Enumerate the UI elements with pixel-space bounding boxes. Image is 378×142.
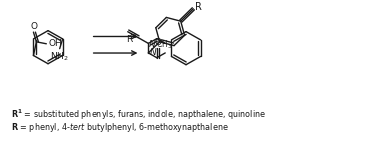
Text: $\mathbf{R^1}$ = substituted phenyls, furans, indole, napthalene, quinoline: $\mathbf{R^1}$ = substituted phenyls, fu… [11, 107, 266, 122]
Text: OH: OH [48, 39, 62, 48]
Text: O: O [31, 22, 38, 31]
Text: NH$_2$: NH$_2$ [50, 51, 69, 63]
Text: $\mathbf{R}$ = phenyl, 4-$\mathit{tert}$ butylphenyl, 6-methoxynapthalene: $\mathbf{R}$ = phenyl, 4-$\mathit{tert}$… [11, 121, 229, 134]
Text: O: O [154, 38, 161, 47]
Text: N: N [149, 40, 156, 49]
Text: R$^1$: R$^1$ [126, 33, 138, 45]
Text: CH$_3$: CH$_3$ [156, 38, 172, 51]
Text: R: R [195, 2, 201, 12]
Text: N: N [149, 48, 156, 57]
